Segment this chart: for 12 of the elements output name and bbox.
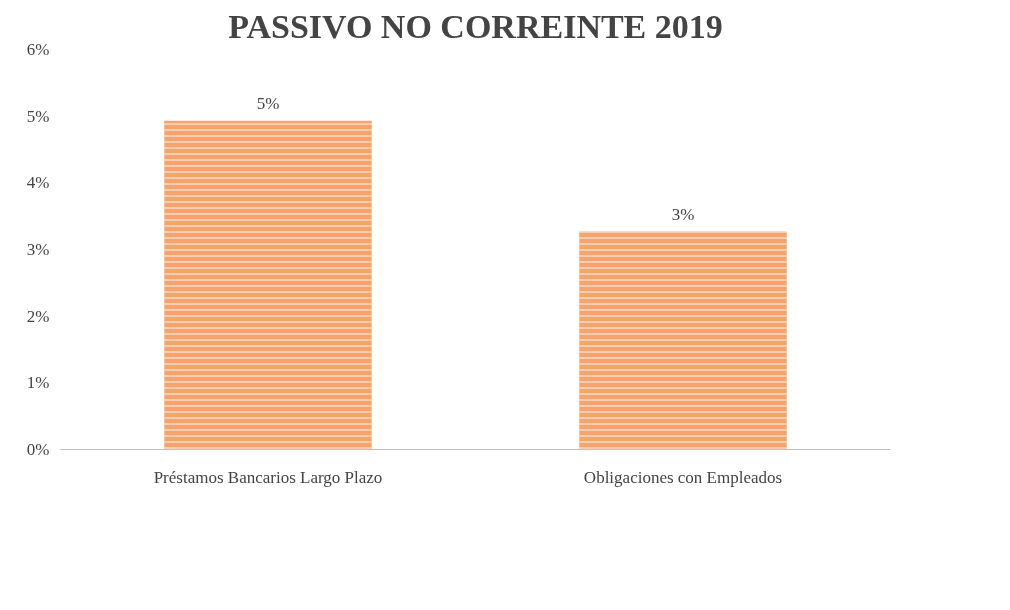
y-tick-label: 3% xyxy=(26,240,50,259)
y-tick-label: 1% xyxy=(26,373,50,393)
data-label: 3% xyxy=(671,204,695,224)
y-tick-label: 5% xyxy=(26,106,50,126)
x-tick-label: Préstamos Bancarios Largo Plazo xyxy=(153,467,383,487)
y-tick-label: 4% xyxy=(26,173,50,193)
y-tick-label: 0% xyxy=(26,440,50,459)
y-tick-label: 2% xyxy=(26,306,50,326)
y-tick-label: 6% xyxy=(26,40,50,59)
x-tick-label: Obligaciones con Empleados xyxy=(583,467,783,487)
chart-title: PASSIVO NO CORREINTE 2019 xyxy=(228,7,723,45)
data-label: 5% xyxy=(256,93,280,113)
